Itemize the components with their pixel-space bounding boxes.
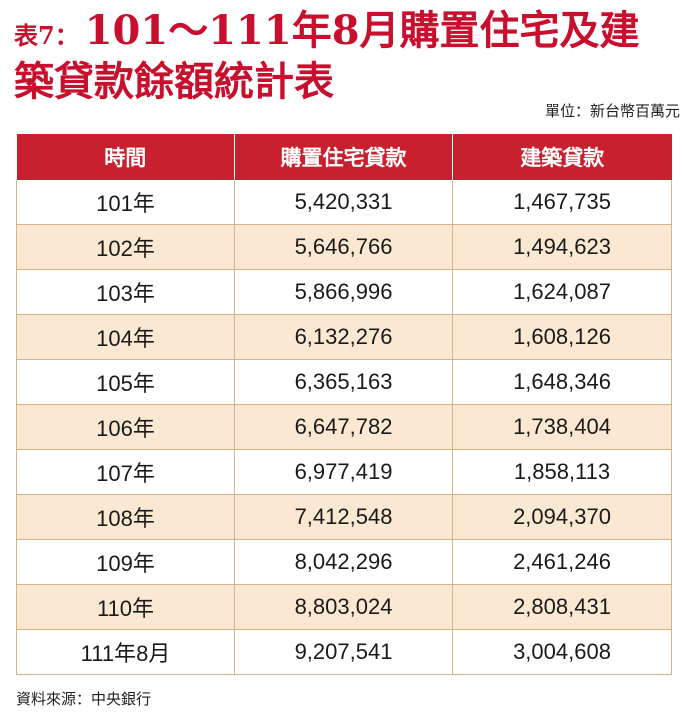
table-row: 101年 5,420,331 1,467,735 xyxy=(16,180,672,225)
housing-loan-cell: 6,977,419 xyxy=(234,449,453,495)
construction-loan-cell: 1,648,346 xyxy=(452,359,672,405)
construction-loan-cell: 1,608,126 xyxy=(452,314,672,360)
period-cell: 106年 xyxy=(16,404,235,450)
title-text-line-2: 築貸款餘額統計表 xyxy=(14,58,334,105)
housing-loan-cell: 5,646,766 xyxy=(234,224,453,270)
period-cell: 110年 xyxy=(16,584,235,630)
period-cell: 101年 xyxy=(16,180,235,225)
construction-loan-cell: 1,467,735 xyxy=(452,180,672,225)
housing-loan-cell: 5,420,331 xyxy=(234,180,453,225)
housing-loan-cell: 8,042,296 xyxy=(234,539,453,585)
table-row: 109年 8,042,296 2,461,246 xyxy=(16,539,672,585)
construction-loan-cell: 1,858,113 xyxy=(452,449,672,495)
construction-loan-cell: 2,808,431 xyxy=(452,584,672,630)
source-note: 資料來源：中央銀行 xyxy=(16,690,152,708)
housing-loan-cell: 9,207,541 xyxy=(234,629,453,675)
period-cell: 103年 xyxy=(16,269,235,315)
housing-loan-cell: 6,365,163 xyxy=(234,359,453,405)
table-row: 105年 6,365,163 1,648,346 xyxy=(16,359,672,405)
period-cell: 111年8月 xyxy=(16,629,235,675)
table-row: 111年8月 9,207,541 3,004,608 xyxy=(16,629,672,675)
construction-loan-cell: 1,494,623 xyxy=(452,224,672,270)
title-line-1: 表7： 101～111年8月購置住宅及建 xyxy=(14,6,684,56)
period-cell: 105年 xyxy=(16,359,235,405)
construction-loan-cell: 1,624,087 xyxy=(452,269,672,315)
unit-label: 單位：新台幣百萬元 xyxy=(544,102,680,120)
construction-loan-cell: 2,094,370 xyxy=(452,494,672,540)
table-row: 106年 6,647,782 1,738,404 xyxy=(16,404,672,450)
period-cell: 109年 xyxy=(16,539,235,585)
period-cell: 108年 xyxy=(16,494,235,540)
construction-loan-cell: 1,738,404 xyxy=(452,404,672,450)
header-housing-loan: 購置住宅貸款 xyxy=(234,134,453,180)
housing-loan-cell: 6,647,782 xyxy=(234,404,453,450)
header-period: 時間 xyxy=(16,134,235,180)
table-row: 107年 6,977,419 1,858,113 xyxy=(16,449,672,495)
header-construction-loan: 建築貸款 xyxy=(452,134,672,180)
housing-loan-cell: 8,803,024 xyxy=(234,584,453,630)
construction-loan-cell: 3,004,608 xyxy=(452,629,672,675)
table-row: 103年 5,866,996 1,624,087 xyxy=(16,269,672,315)
period-cell: 107年 xyxy=(16,449,235,495)
period-cell: 102年 xyxy=(16,224,235,270)
period-cell: 104年 xyxy=(16,314,235,360)
housing-loan-cell: 6,132,276 xyxy=(234,314,453,360)
housing-loan-cell: 7,412,548 xyxy=(234,494,453,540)
table-number-label: 表7： xyxy=(14,21,79,50)
table-row: 108年 7,412,548 2,094,370 xyxy=(16,494,672,540)
loan-balance-table: 時間 購置住宅貸款 建築貸款 101年 5,420,331 1,467,735 … xyxy=(16,134,672,675)
table-row: 102年 5,646,766 1,494,623 xyxy=(16,224,672,270)
title-text-line-1: 101～111年8月購置住宅及建 xyxy=(84,7,640,54)
construction-loan-cell: 2,461,246 xyxy=(452,539,672,585)
table-header-row: 時間 購置住宅貸款 建築貸款 xyxy=(16,134,672,180)
page-title: 表7： 101～111年8月購置住宅及建 築貸款餘額統計表 xyxy=(14,6,684,108)
housing-loan-cell: 5,866,996 xyxy=(234,269,453,315)
table-row: 104年 6,132,276 1,608,126 xyxy=(16,314,672,360)
table-row: 110年 8,803,024 2,808,431 xyxy=(16,584,672,630)
